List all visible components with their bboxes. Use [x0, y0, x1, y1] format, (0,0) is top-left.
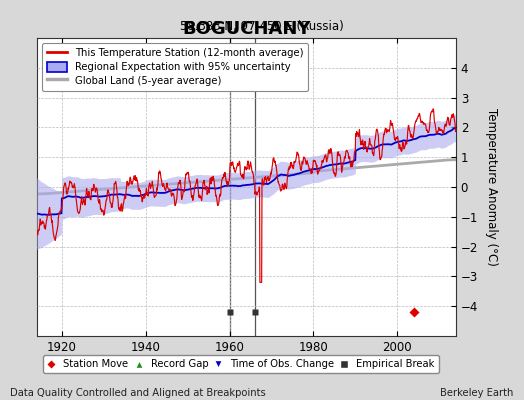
- Text: Berkeley Earth: Berkeley Earth: [440, 388, 514, 398]
- Y-axis label: Temperature Anomaly (°C): Temperature Anomaly (°C): [485, 108, 498, 266]
- Title: BOGUCHANY: BOGUCHANY: [182, 20, 311, 38]
- Legend: Station Move, Record Gap, Time of Obs. Change, Empirical Break: Station Move, Record Gap, Time of Obs. C…: [43, 355, 439, 373]
- Legend: This Temperature Station (12-month average), Regional Expectation with 95% uncer: This Temperature Station (12-month avera…: [42, 43, 308, 90]
- Text: Data Quality Controlled and Aligned at Breakpoints: Data Quality Controlled and Aligned at B…: [10, 388, 266, 398]
- Text: 58.383 N, 97.450 E (Russia): 58.383 N, 97.450 E (Russia): [180, 20, 344, 33]
